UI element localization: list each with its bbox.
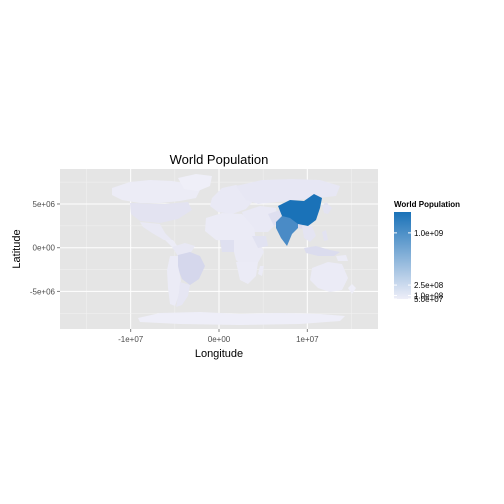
country-argentina bbox=[176, 282, 190, 307]
x-tick-label: 1e+07 bbox=[296, 335, 319, 344]
x-tick-label: -1e+07 bbox=[118, 335, 144, 344]
country-png bbox=[336, 255, 348, 261]
country-mexico bbox=[140, 222, 172, 240]
y-tick-label: 0e+00 bbox=[33, 244, 56, 253]
legend-title: World Population bbox=[394, 200, 460, 209]
country-philippines bbox=[322, 230, 328, 241]
x-tick-label: 0e+00 bbox=[208, 335, 231, 344]
y-axis: 5e+06 0e+00 -5e+06 bbox=[30, 200, 60, 296]
legend-break-label: 2.5e+08 bbox=[414, 281, 444, 290]
legend-ticks: 1.0e+09 2.5e+08 1.0e+085.0e+07 bbox=[394, 229, 444, 304]
legend-break-label: 1.0e+09 bbox=[414, 229, 444, 238]
country-ethiopia bbox=[252, 236, 268, 248]
country-southern-africa bbox=[236, 262, 258, 284]
country-china bbox=[278, 194, 322, 226]
country-canada bbox=[112, 180, 200, 203]
country-indonesia bbox=[304, 246, 340, 256]
legend-colorbar bbox=[394, 212, 411, 299]
x-axis: -1e+07 0e+00 1e+07 bbox=[118, 329, 319, 344]
country-new-zealand bbox=[348, 284, 356, 294]
country-korea-japan bbox=[322, 202, 332, 214]
y-tick-label: 5e+06 bbox=[33, 200, 56, 209]
legend-break-label: 1.0e+08 bbox=[414, 292, 444, 301]
country-central-america bbox=[165, 240, 178, 248]
y-tick-label: -5e+06 bbox=[30, 287, 56, 296]
map-title: World Population bbox=[170, 152, 269, 167]
country-madagascar bbox=[258, 266, 264, 276]
y-axis-title: Latitude bbox=[11, 229, 23, 268]
country-polygons bbox=[112, 174, 356, 325]
antarctica bbox=[138, 312, 345, 325]
country-southeast-asia bbox=[302, 226, 316, 242]
country-usa bbox=[130, 202, 192, 223]
country-andes bbox=[167, 256, 181, 306]
country-greenland bbox=[178, 174, 212, 191]
country-brazil bbox=[177, 252, 205, 285]
country-australia bbox=[310, 262, 348, 292]
country-nigeria bbox=[220, 240, 234, 252]
legend: World Population 1.0e+09 2.5e+08 1.0e+085.… bbox=[394, 200, 460, 304]
country-north-africa bbox=[205, 213, 256, 242]
legend-break-label: 5.0e+07 bbox=[414, 295, 444, 304]
country-india bbox=[276, 214, 300, 246]
x-axis-title: Longitude bbox=[195, 348, 243, 360]
